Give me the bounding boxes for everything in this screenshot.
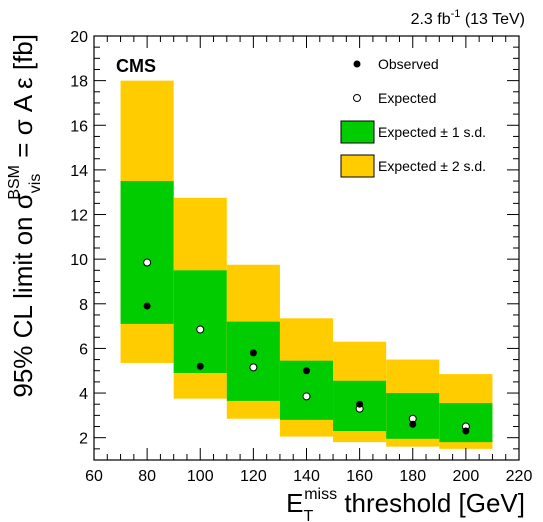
y-tick-label: 10 — [70, 252, 88, 269]
y-tick-label: 12 — [70, 208, 88, 225]
markers-layer — [143, 258, 470, 435]
x-tick-label: 160 — [346, 468, 373, 485]
x-axis-title: ETmiss threshold [GeV] — [286, 486, 525, 522]
observed-point — [249, 349, 257, 357]
legend-observed-marker — [353, 60, 361, 68]
x-tick-label: 200 — [453, 468, 480, 485]
expected-point — [143, 258, 152, 267]
legend-band1-label: Expected ± 1 s.d. — [378, 124, 486, 140]
observed-point — [462, 427, 470, 435]
bands-layer — [120, 80, 493, 449]
legend-expected-marker — [353, 94, 361, 102]
y-tick-label: 20 — [70, 29, 88, 46]
x-tick-label: 140 — [293, 468, 320, 485]
observed-point — [356, 400, 364, 408]
x-tick-label: 180 — [399, 468, 426, 485]
cms-label: CMS — [116, 56, 156, 76]
x-tick-label: 220 — [506, 468, 533, 485]
x-tick-label: 120 — [240, 468, 267, 485]
ticks-layer: 60 80 100 120 140 160 180 200 220 2 4 6 8 10 12 14 16 18 2… — [70, 29, 532, 485]
legend: Observed Expected Expected ± 1 s.d. Expe… — [340, 56, 486, 178]
expected-point — [302, 392, 311, 401]
band1-bar — [173, 270, 227, 373]
expected-point — [249, 363, 258, 372]
y-axis-title: 95% CL limit on σvisBSM = σ A ε [fb] — [6, 34, 44, 398]
luminosity-label: 2.3 fb-1 (13 TeV) — [411, 8, 525, 28]
band1-bar — [120, 181, 174, 324]
y-tick-label: 4 — [79, 386, 88, 403]
observed-point — [303, 367, 310, 375]
y-tick-label: 16 — [70, 118, 88, 135]
x-tick-label: 80 — [138, 468, 156, 485]
legend-expected-label: Expected — [378, 90, 436, 106]
x-tick-label: 100 — [187, 468, 214, 485]
legend-observed-label: Observed — [378, 56, 439, 72]
band1-bar — [226, 321, 280, 401]
legend-band2-label: Expected ± 2 s.d. — [378, 158, 486, 174]
y-tick-label: 6 — [79, 341, 88, 358]
expected-point — [196, 325, 205, 334]
observed-point — [409, 420, 417, 428]
y-tick-label: 8 — [79, 297, 88, 314]
legend-band2-swatch — [340, 154, 375, 178]
x-tick-label: 60 — [85, 468, 103, 485]
observed-point — [196, 362, 204, 370]
legend-band1-swatch — [340, 120, 375, 144]
y-tick-label: 2 — [79, 431, 88, 448]
y-tick-label: 14 — [70, 163, 88, 180]
y-tick-label: 18 — [70, 74, 88, 91]
observed-point — [143, 302, 151, 310]
